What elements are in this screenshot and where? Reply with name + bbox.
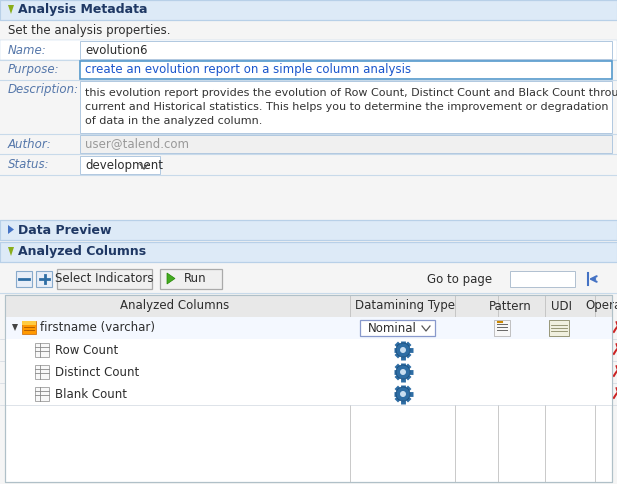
Text: ✗: ✗ — [610, 341, 617, 359]
Text: Run: Run — [184, 272, 206, 286]
Text: Data Preview: Data Preview — [18, 224, 112, 237]
Text: Author:: Author: — [8, 137, 52, 151]
Bar — [0, 265, 617, 293]
Bar — [80, 41, 612, 59]
Bar — [16, 271, 32, 287]
Bar — [0, 0, 617, 20]
Polygon shape — [12, 324, 18, 331]
Text: Description:: Description: — [8, 84, 79, 96]
Circle shape — [396, 343, 410, 357]
Bar — [57, 269, 152, 289]
Text: Name:: Name: — [8, 44, 47, 57]
Bar — [80, 156, 160, 174]
Bar — [160, 269, 222, 289]
Text: ✗: ✗ — [610, 385, 617, 403]
Bar — [549, 320, 569, 336]
Text: development: development — [85, 158, 163, 171]
Bar — [35, 387, 49, 401]
Bar — [36, 271, 52, 287]
Circle shape — [400, 369, 406, 375]
Text: ⬇: ⬇ — [498, 321, 508, 334]
Bar — [5, 295, 612, 317]
Text: Analysis Metadata: Analysis Metadata — [18, 3, 147, 16]
Text: Select Indicators: Select Indicators — [55, 272, 153, 286]
Bar — [22, 321, 36, 325]
Bar — [5, 361, 612, 383]
Text: Blank Count: Blank Count — [55, 388, 127, 400]
Bar — [360, 320, 435, 336]
Bar — [510, 271, 575, 287]
Text: evolution6: evolution6 — [85, 44, 147, 57]
Text: Set the analysis properties.: Set the analysis properties. — [8, 24, 170, 37]
Circle shape — [400, 391, 406, 397]
Text: Distinct Count: Distinct Count — [55, 365, 139, 378]
Text: user@talend.com: user@talend.com — [85, 137, 189, 151]
Text: Pattern: Pattern — [489, 300, 531, 313]
Text: Datamining Type: Datamining Type — [355, 300, 455, 313]
Polygon shape — [8, 225, 14, 234]
Circle shape — [396, 365, 410, 379]
Text: ✗: ✗ — [610, 319, 617, 337]
Bar — [5, 295, 612, 482]
Bar — [5, 295, 612, 482]
Bar — [80, 61, 612, 79]
Polygon shape — [167, 273, 175, 284]
Bar — [0, 175, 617, 179]
Circle shape — [396, 387, 410, 401]
Text: UDI: UDI — [552, 300, 573, 313]
Text: create an evolution report on a simple column analysis: create an evolution report on a simple c… — [85, 63, 411, 76]
Bar — [5, 317, 612, 339]
Bar — [0, 220, 617, 240]
Text: ✗: ✗ — [610, 363, 617, 381]
Text: Row Count: Row Count — [55, 344, 118, 357]
Text: firstname (varchar): firstname (varchar) — [40, 321, 155, 334]
Text: Operation: Operation — [586, 300, 617, 313]
Polygon shape — [8, 247, 14, 256]
Text: of data in the analyzed column.: of data in the analyzed column. — [85, 116, 262, 126]
Text: Status:: Status: — [8, 157, 49, 170]
Text: Purpose:: Purpose: — [8, 63, 60, 76]
Text: Go to page: Go to page — [428, 272, 492, 286]
Bar — [5, 383, 612, 405]
Bar — [22, 321, 36, 334]
Bar — [5, 339, 612, 361]
Text: Analyzed Columns: Analyzed Columns — [120, 300, 230, 313]
Bar — [0, 242, 617, 262]
Bar — [0, 40, 617, 60]
Text: this evolution report provides the evolution of Row Count, Distinct Count and Bl: this evolution report provides the evolu… — [85, 88, 617, 98]
Bar — [35, 365, 49, 379]
Text: Analyzed Columns: Analyzed Columns — [18, 245, 146, 258]
Text: current and Historical statistics. This helps you to determine the improvement o: current and Historical statistics. This … — [85, 102, 608, 112]
Text: Nominal: Nominal — [368, 321, 417, 334]
Circle shape — [400, 347, 406, 353]
Bar — [35, 343, 49, 357]
Bar — [80, 135, 612, 153]
Bar — [80, 81, 612, 133]
Bar — [494, 320, 510, 336]
Polygon shape — [8, 5, 14, 14]
